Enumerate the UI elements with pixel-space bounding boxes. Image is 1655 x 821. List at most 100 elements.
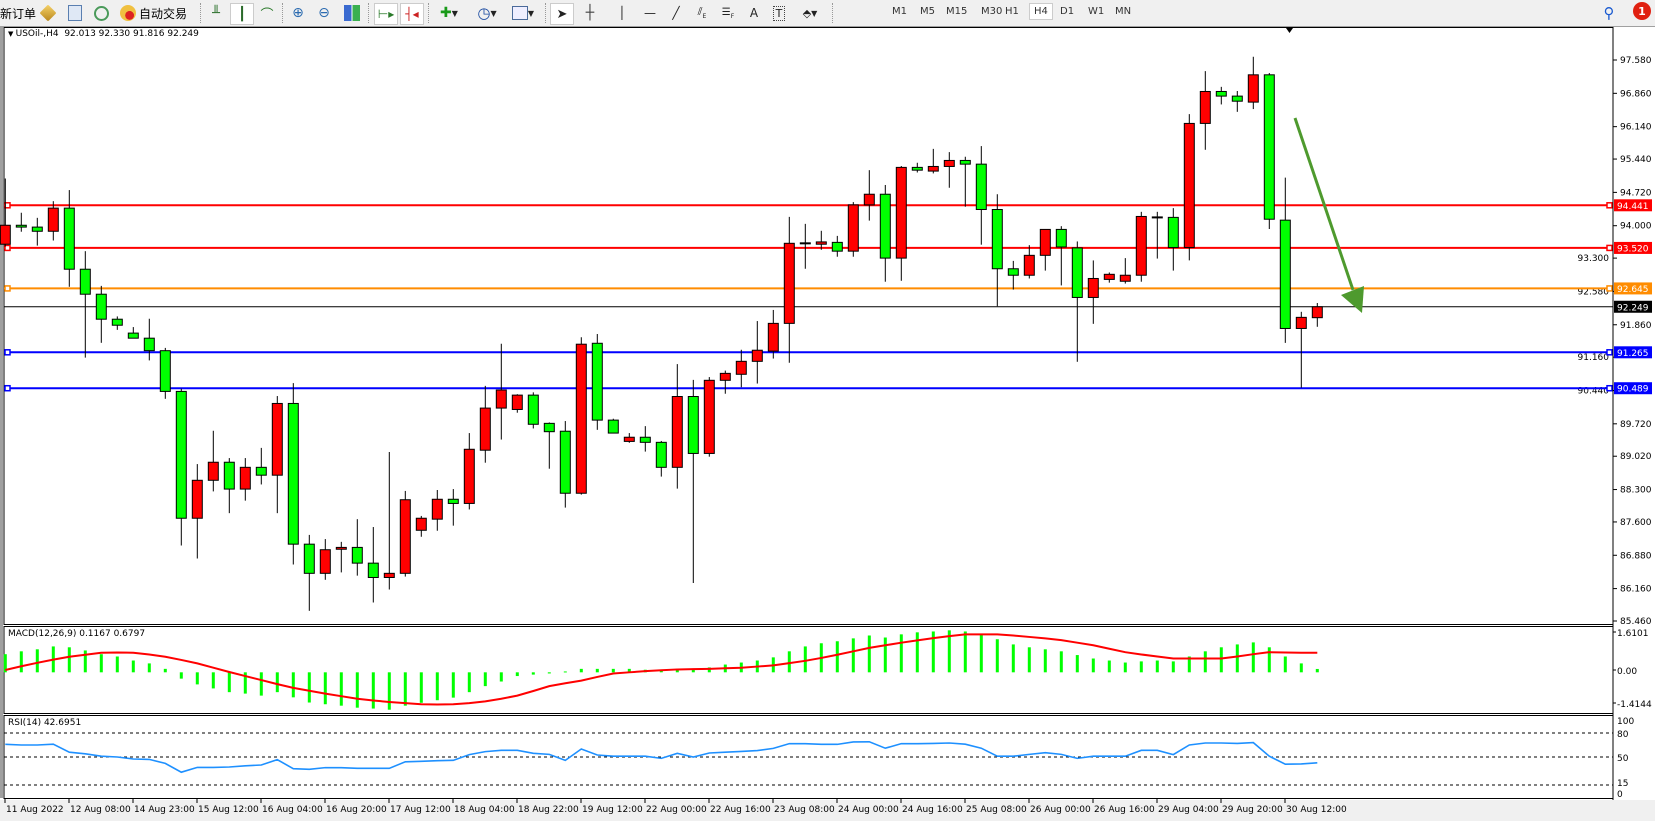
dropdown-arrow-icon: ▼ xyxy=(490,8,497,18)
line-chart-button[interactable]: ⌒ xyxy=(257,3,277,23)
macd-histogram-bar xyxy=(307,672,311,703)
horizontal-line-button[interactable]: — xyxy=(640,3,660,23)
templates-icon xyxy=(511,6,528,20)
candle xyxy=(431,490,443,531)
candle-body xyxy=(383,572,395,578)
macd-histogram-bar xyxy=(227,672,231,693)
auto-scroll-button[interactable]: ⊢▸ xyxy=(374,3,398,25)
new-order-button[interactable]: 新订单 xyxy=(0,3,36,23)
search-button[interactable]: ⚲ xyxy=(1600,3,1618,23)
cursor-button[interactable]: ➤ xyxy=(550,3,574,25)
time-axis-label: 17 Aug 12:00 xyxy=(390,805,451,815)
candle xyxy=(1167,208,1179,271)
candlestick-button[interactable]: ┃ xyxy=(230,3,254,25)
macd-histogram-bar xyxy=(1235,644,1239,673)
macd-histogram-bar xyxy=(1091,658,1095,673)
candle-body xyxy=(1135,215,1147,276)
line-anchor-left[interactable] xyxy=(4,349,11,356)
macd-histogram-bar xyxy=(435,672,439,701)
zoom-out-button[interactable]: ⊖ xyxy=(314,3,334,23)
line-anchor-right[interactable] xyxy=(1606,202,1613,209)
bar-chart-button[interactable]: ╨ xyxy=(206,3,226,23)
line-anchor-right[interactable] xyxy=(1606,349,1613,356)
timeframe-m5[interactable]: M5 xyxy=(920,6,935,17)
candle-body xyxy=(575,343,587,494)
price-axis-label: 87.600 xyxy=(1620,518,1652,528)
text-button[interactable]: A xyxy=(746,3,762,23)
line-anchor-left[interactable] xyxy=(4,285,11,292)
candle-body xyxy=(223,461,235,490)
line-anchor-right[interactable] xyxy=(1606,244,1613,252)
macd-histogram-bar xyxy=(1107,660,1111,673)
candle xyxy=(639,426,651,452)
timeframe-d1[interactable]: D1 xyxy=(1060,6,1075,17)
dropdown-arrow-icon: ▼ xyxy=(451,8,458,18)
time-axis-label: 25 Aug 08:00 xyxy=(966,805,1027,815)
line-anchor-right[interactable] xyxy=(1606,285,1613,292)
line-anchor-left[interactable] xyxy=(4,244,11,252)
timeframe-m1[interactable]: M1 xyxy=(892,6,907,17)
chart-shift-button[interactable]: ┤◂ xyxy=(400,3,424,25)
auto-trading-icon xyxy=(120,5,136,21)
candle-body xyxy=(1039,228,1051,256)
templates-button[interactable]: ▼ xyxy=(508,3,538,23)
candle xyxy=(671,364,683,489)
equidistant-channel-button[interactable]: ⫽E xyxy=(692,3,712,23)
timeframe-m15[interactable]: M15 xyxy=(946,6,968,17)
candle-body xyxy=(1071,247,1083,298)
rsi-axis-label: 80 xyxy=(1617,730,1629,740)
chart-shift-marker[interactable] xyxy=(1286,28,1293,33)
candle xyxy=(783,216,795,363)
candle xyxy=(975,146,987,245)
candle xyxy=(959,156,971,207)
time-axis-label: 16 Aug 20:00 xyxy=(326,805,387,815)
price-tag-label: 90.489 xyxy=(1617,385,1649,395)
candle xyxy=(591,334,603,430)
macd-histogram-bar xyxy=(1267,647,1271,673)
candle-body xyxy=(335,546,347,550)
timeframe-h4[interactable]: H4 xyxy=(1029,3,1053,20)
macd-histogram-bar xyxy=(627,668,631,673)
tile-windows-button[interactable] xyxy=(342,3,362,23)
timeframe-w1[interactable]: W1 xyxy=(1088,6,1105,17)
macd-histogram-bar xyxy=(1171,661,1175,673)
time-axis-label: 26 Aug 00:00 xyxy=(1030,805,1091,815)
macd-histogram-bar xyxy=(355,672,359,708)
candle-body xyxy=(1119,274,1131,282)
auto-trading-button[interactable]: 自动交易 xyxy=(120,3,187,23)
trendline-button[interactable]: ╱ xyxy=(666,3,686,23)
macd-histogram-bar xyxy=(515,672,519,677)
trend-arrow-line[interactable] xyxy=(1293,117,1355,291)
timeframe-h1[interactable]: H1 xyxy=(1005,6,1019,17)
periods-button[interactable]: ◷ ▼ xyxy=(472,3,502,23)
macd-histogram-bar xyxy=(883,637,887,673)
current-price-label: 92.249 xyxy=(1617,303,1649,313)
timeframe-m30[interactable]: M30 xyxy=(981,6,1003,17)
candle xyxy=(655,440,667,477)
time-axis-label: 24 Aug 16:00 xyxy=(902,805,963,815)
line-anchor-left[interactable] xyxy=(4,384,11,392)
candle-body xyxy=(1023,254,1035,276)
candle xyxy=(191,464,203,559)
candle xyxy=(159,347,171,399)
macd-histogram-bar xyxy=(1299,663,1303,673)
zoom-in-button[interactable]: ⊕ xyxy=(288,3,308,23)
time-axis-label: 18 Aug 04:00 xyxy=(454,805,515,815)
macd-histogram-bar xyxy=(115,656,119,673)
vertical-line-button[interactable]: │ xyxy=(614,3,630,23)
text-label-button[interactable]: T xyxy=(770,3,788,23)
candle xyxy=(911,162,923,173)
macd-histogram-bar xyxy=(579,668,583,673)
timeframe-mn[interactable]: MN xyxy=(1115,6,1132,17)
crosshair-button[interactable]: ┼ xyxy=(580,3,600,23)
navigator-button[interactable] xyxy=(68,3,82,23)
indicators-button[interactable]: ✚ ▼ xyxy=(434,3,464,23)
candle-body xyxy=(1295,316,1307,329)
candle-body xyxy=(479,407,491,451)
line-anchor-right[interactable] xyxy=(1606,384,1613,392)
terminal-button[interactable] xyxy=(94,3,109,23)
fibonacci-button[interactable]: ☰F xyxy=(718,3,738,23)
arrows-button[interactable]: ⬘ ▼ xyxy=(795,3,825,23)
notification-icon[interactable]: 1 xyxy=(1633,2,1651,20)
